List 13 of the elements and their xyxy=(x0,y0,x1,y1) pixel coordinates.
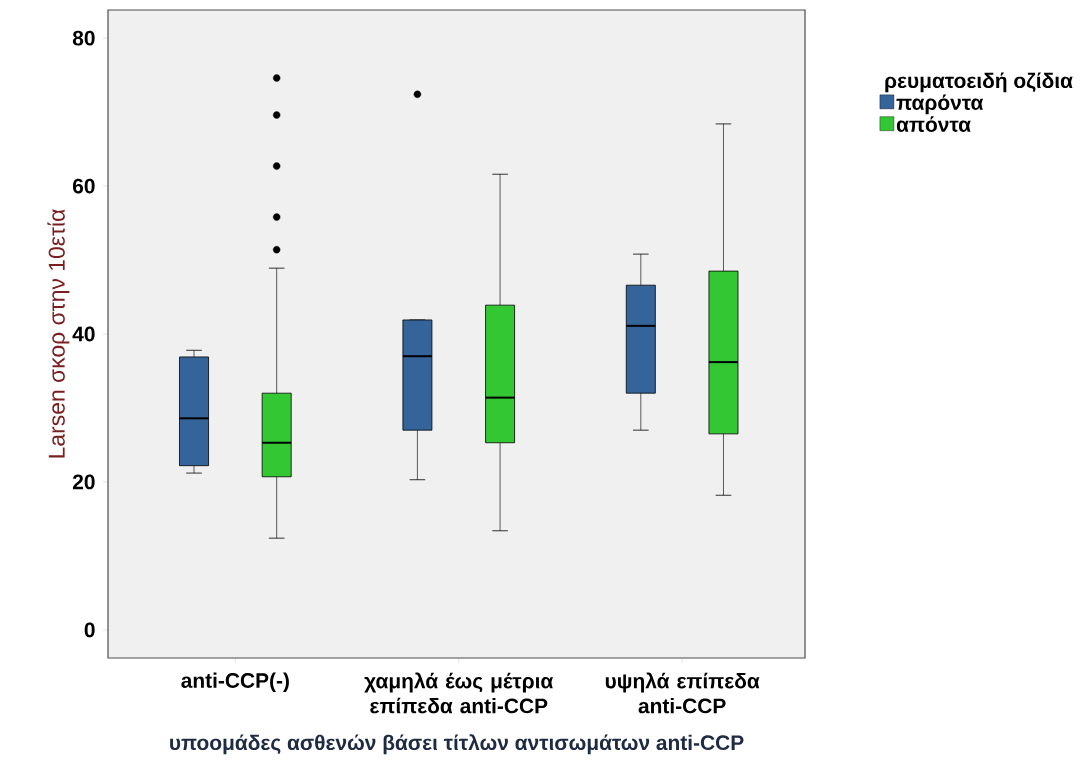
x-tick-label: υψηλά επίπεδα anti-CCP xyxy=(605,672,760,714)
x-axis-title: υποομάδες ασθενών βάσει τίτλων αντισωμάτων anti-CCP xyxy=(170,734,744,755)
y-axis-title: Larsen σκορ στην 10ετία xyxy=(47,209,70,458)
x-tick-label: anti-CCP(-) xyxy=(181,672,289,693)
legend-label: παρόντα xyxy=(896,94,984,115)
legend-label: απόντα xyxy=(896,116,971,132)
y-tick-label: 60 xyxy=(72,178,95,194)
y-tick-label: 80 xyxy=(72,30,95,46)
y-tick-label: 20 xyxy=(72,474,95,490)
legend-title: ρευματοειδή οζίδια xyxy=(885,72,1073,93)
y-tick-label: 40 xyxy=(72,326,95,342)
x-tick-label: χαμηλά έως μέτρια επίπεδα anti-CCP xyxy=(364,672,554,714)
y-tick-label: 0 xyxy=(84,622,95,638)
